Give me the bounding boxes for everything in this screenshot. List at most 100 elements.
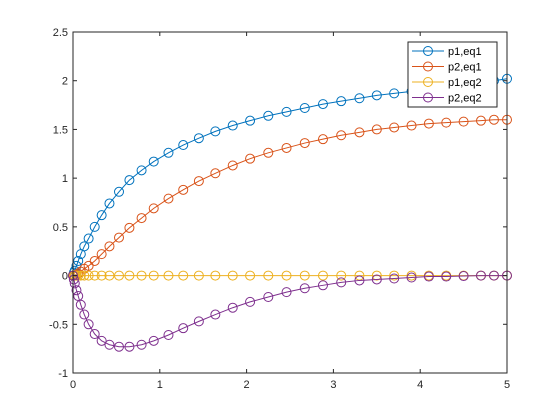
data-point-p2-eq2-33 (475, 270, 486, 281)
data-point-p2-eq2-2 (69, 278, 80, 289)
data-point-p1-eq2-6 (79, 270, 90, 281)
data-point-p1-eq1-21 (263, 110, 274, 121)
data-point-p2-eq2-26 (354, 275, 365, 286)
data-point-p2-eq1-7 (83, 260, 94, 271)
data-point-p1-eq1-26 (354, 93, 365, 104)
data-point-p2-eq1-30 (423, 118, 434, 129)
legend-marker-p1-eq1 (423, 46, 433, 56)
x-tick-label: 2 (244, 379, 250, 391)
data-point-p2-eq1-24 (317, 134, 328, 145)
legend-marker-p1-eq2 (423, 77, 433, 87)
x-tick-label: 1 (157, 379, 163, 391)
data-point-p2-eq2-9 (96, 335, 107, 346)
legend: p1,eq1 p2,eq1 p1,eq2 p2,eq2 (407, 41, 498, 108)
y-tick-label: -1 (58, 368, 68, 380)
data-point-p1-eq2-15 (163, 270, 174, 281)
data-point-p2-eq2-32 (458, 271, 469, 282)
data-point-p2-eq2-19 (227, 302, 238, 313)
axes-layer: 0 1 2 3 4 5 -1 -0.5 0 0.5 1 1.5 2 2.5 (49, 27, 510, 391)
legend-marker-p2-eq2 (423, 92, 433, 103)
data-point-p1-eq2-7 (83, 270, 94, 281)
data-point-p2-eq2-14 (148, 335, 159, 346)
data-point-p1-eq1-20 (245, 115, 256, 126)
data-point-p2-eq1-13 (136, 213, 147, 224)
y-tick-label: 1 (62, 173, 68, 185)
data-point-p1-eq1-16 (178, 140, 189, 151)
data-point-p2-eq1-25 (336, 130, 347, 141)
data-point-p1-eq2-28 (389, 270, 400, 281)
x-tick-label: 0 (70, 379, 76, 391)
data-point-p2-eq1-26 (354, 127, 365, 138)
x-tick-label: 5 (504, 379, 510, 391)
data-point-p2-eq2-13 (136, 339, 147, 350)
data-point-p2-eq1-18 (210, 168, 221, 179)
data-point-p2-eq2-31 (441, 271, 452, 282)
data-point-p1-eq1-6 (79, 241, 90, 252)
data-point-p2-eq1-20 (245, 153, 256, 164)
data-point-p2-eq2-27 (371, 274, 382, 285)
data-point-p2-eq2-25 (336, 277, 347, 288)
data-point-p1-eq1-25 (336, 96, 347, 107)
data-point-p1-eq1-12 (124, 175, 135, 186)
data-point-p2-eq1-29 (406, 120, 417, 131)
data-point-p1-eq1-27 (371, 90, 382, 101)
x-tick-label: 3 (330, 379, 336, 391)
data-point-p2-eq1-10 (104, 241, 115, 252)
legend-marker-p2-eq1 (423, 61, 433, 72)
series-layer (68, 73, 512, 352)
data-point-p2-eq2-5 (75, 299, 86, 310)
data-point-p1-eq1-28 (389, 88, 400, 99)
legend-item-p1-eq1: p1,eq1 (412, 46, 482, 58)
series-line-p2-eq1 (73, 119, 507, 277)
data-point-p2-eq1-32 (458, 116, 469, 127)
data-point-p2-eq2-21 (263, 292, 274, 303)
data-point-p2-eq1-21 (263, 147, 274, 158)
data-point-p2-eq1-19 (227, 160, 238, 171)
data-point-p1-eq1-24 (317, 99, 328, 110)
data-point-p1-eq1-11 (114, 186, 124, 197)
data-point-p1-eq1-9 (96, 210, 107, 221)
data-point-p2-eq2-17 (193, 316, 204, 327)
y-tick-label: 2.5 (53, 27, 68, 39)
data-point-p1-eq2-13 (136, 270, 147, 281)
y-tick-label: -0.5 (49, 319, 68, 331)
data-point-p1-eq2-24 (317, 270, 328, 281)
data-point-p1-eq2-17 (193, 270, 204, 281)
data-point-p2-eq2-34 (488, 270, 499, 281)
legend-label-p1-eq1: p1,eq1 (448, 46, 482, 58)
data-point-p2-eq1-22 (281, 142, 292, 153)
data-point-p1-eq1-14 (148, 156, 159, 167)
data-point-p1-eq1-17 (193, 133, 204, 144)
data-point-p2-eq1-14 (148, 203, 159, 214)
data-point-p2-eq1-9 (96, 249, 107, 260)
data-point-p1-eq1-15 (163, 147, 174, 158)
data-point-p2-eq2-20 (245, 296, 256, 307)
legend-box (407, 41, 498, 108)
data-point-p1-eq2-20 (245, 270, 256, 281)
data-point-p2-eq1-31 (441, 117, 452, 128)
data-point-p1-eq1-19 (227, 120, 238, 131)
data-point-p2-eq2-3 (71, 285, 82, 296)
data-point-p2-eq2-1 (68, 274, 79, 285)
data-point-p2-eq2-16 (178, 323, 189, 334)
series-line-p2-eq2 (72, 275, 507, 348)
data-point-p2-eq1-8 (89, 255, 100, 266)
data-point-p2-eq2-29 (406, 272, 417, 283)
data-point-p2-eq2-6 (79, 309, 90, 320)
data-point-p2-eq1-12 (124, 222, 135, 233)
legend-item-p1-eq2: p1,eq2 (412, 77, 482, 89)
data-point-p2-eq2-10 (104, 339, 115, 350)
data-point-p2-eq1-34 (488, 114, 499, 125)
data-point-p1-eq1-22 (281, 106, 292, 117)
data-point-p1-eq1-10 (104, 198, 115, 209)
data-point-p2-eq1-11 (114, 232, 124, 243)
data-point-p1-eq2-11 (114, 270, 124, 281)
data-point-p2-eq1-16 (178, 184, 189, 195)
data-point-p2-eq2-11 (114, 341, 124, 352)
data-point-p2-eq2-30 (423, 271, 434, 282)
data-point-p2-eq1-17 (193, 176, 204, 187)
legend-label-p2-eq1: p2,eq1 (448, 62, 482, 74)
data-point-p1-eq2-14 (148, 270, 159, 281)
data-point-p1-eq2-9 (96, 270, 107, 281)
data-point-p2-eq2-28 (389, 273, 400, 284)
